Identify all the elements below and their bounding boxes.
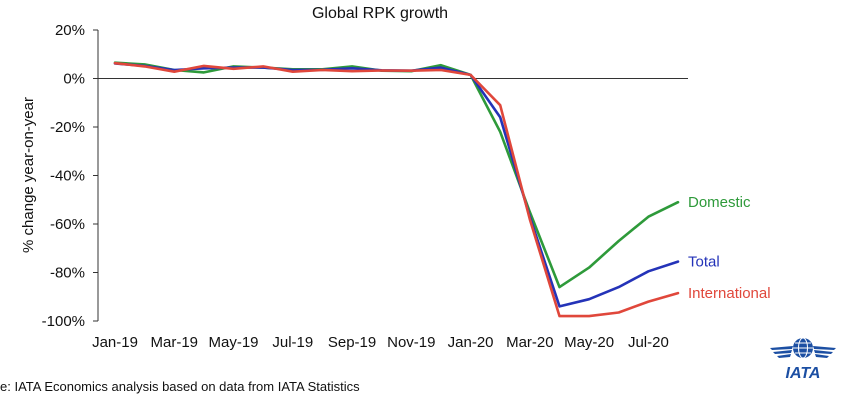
- iata-logo-text: IATA: [786, 365, 821, 381]
- y-tick-label: -60%: [50, 216, 85, 233]
- x-tick-label: Jan-20: [448, 334, 494, 351]
- y-tick-label: -80%: [50, 265, 85, 282]
- x-tick-label: Jul-20: [628, 334, 669, 351]
- y-tick-label: 20%: [55, 22, 85, 39]
- x-tick-label: May-20: [564, 334, 614, 351]
- x-tick-label: Mar-19: [151, 334, 199, 351]
- globe-wings-icon: IATA: [770, 337, 836, 382]
- y-tick-label: -100%: [42, 313, 85, 330]
- y-tick-label: -20%: [50, 119, 85, 136]
- source-note: e: IATA Economics analysis based on data…: [0, 379, 360, 394]
- x-tick-label: Jul-19: [272, 334, 313, 351]
- series-line-total: [113, 62, 680, 308]
- series-label-domestic: Domestic: [688, 194, 751, 211]
- y-tick-label: -40%: [50, 168, 85, 185]
- series-line-domestic: [113, 61, 680, 289]
- iata-logo: IATA: [768, 333, 838, 386]
- chart-title: Global RPK growth: [312, 5, 448, 22]
- x-tick-label: Nov-19: [387, 334, 435, 351]
- series-line-international: [113, 61, 680, 318]
- y-axis-label: % change year-on-year: [20, 97, 37, 253]
- x-tick-label: Mar-20: [506, 334, 554, 351]
- series-label-international: International: [688, 285, 771, 302]
- series-label-total: Total: [688, 254, 720, 271]
- x-tick-label: Sep-19: [328, 334, 376, 351]
- y-tick-label: 0%: [63, 71, 85, 88]
- x-tick-label: Jan-19: [92, 334, 138, 351]
- x-tick-label: May-19: [209, 334, 259, 351]
